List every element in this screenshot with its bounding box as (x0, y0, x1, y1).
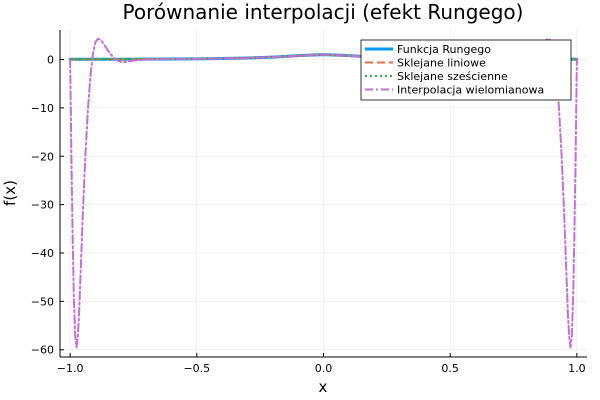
y-tick-label: −10 (31, 102, 54, 115)
y-tick-label: −30 (31, 199, 54, 212)
y-tick-label: −60 (31, 344, 54, 357)
x-ticks: −1.0 −0.5 0.0 0.5 1.0 (57, 353, 586, 375)
legend-box (360, 39, 572, 101)
x-axis-label: x (319, 378, 328, 396)
chart-title: Porównanie interpolacji (efekt Rungego) (123, 0, 524, 24)
y-ticks: 0 −10 −20 −30 −40 −50 −60 (31, 54, 64, 357)
x-tick-label: −0.5 (183, 362, 210, 375)
legend-label-1: Funkcja Rungego (397, 43, 491, 56)
y-axis-label: f(x) (1, 180, 19, 206)
x-tick-label: 0.5 (441, 362, 459, 375)
y-tick-label: −20 (31, 150, 54, 163)
x-tick-label: 1.0 (568, 362, 586, 375)
grid (60, 30, 587, 357)
x-tick-label: 0.0 (315, 362, 333, 375)
legend-label-3: Sklejane sześcienne (397, 70, 508, 83)
x-tick-label: −1.0 (57, 362, 84, 375)
legend-label-4: Interpolacja wielomianowa (397, 84, 544, 97)
y-tick-label: 0 (47, 54, 54, 67)
y-tick-label: −40 (31, 247, 54, 260)
legend-label-2: Sklejane liniowe (397, 57, 486, 70)
y-tick-label: −50 (31, 295, 54, 308)
